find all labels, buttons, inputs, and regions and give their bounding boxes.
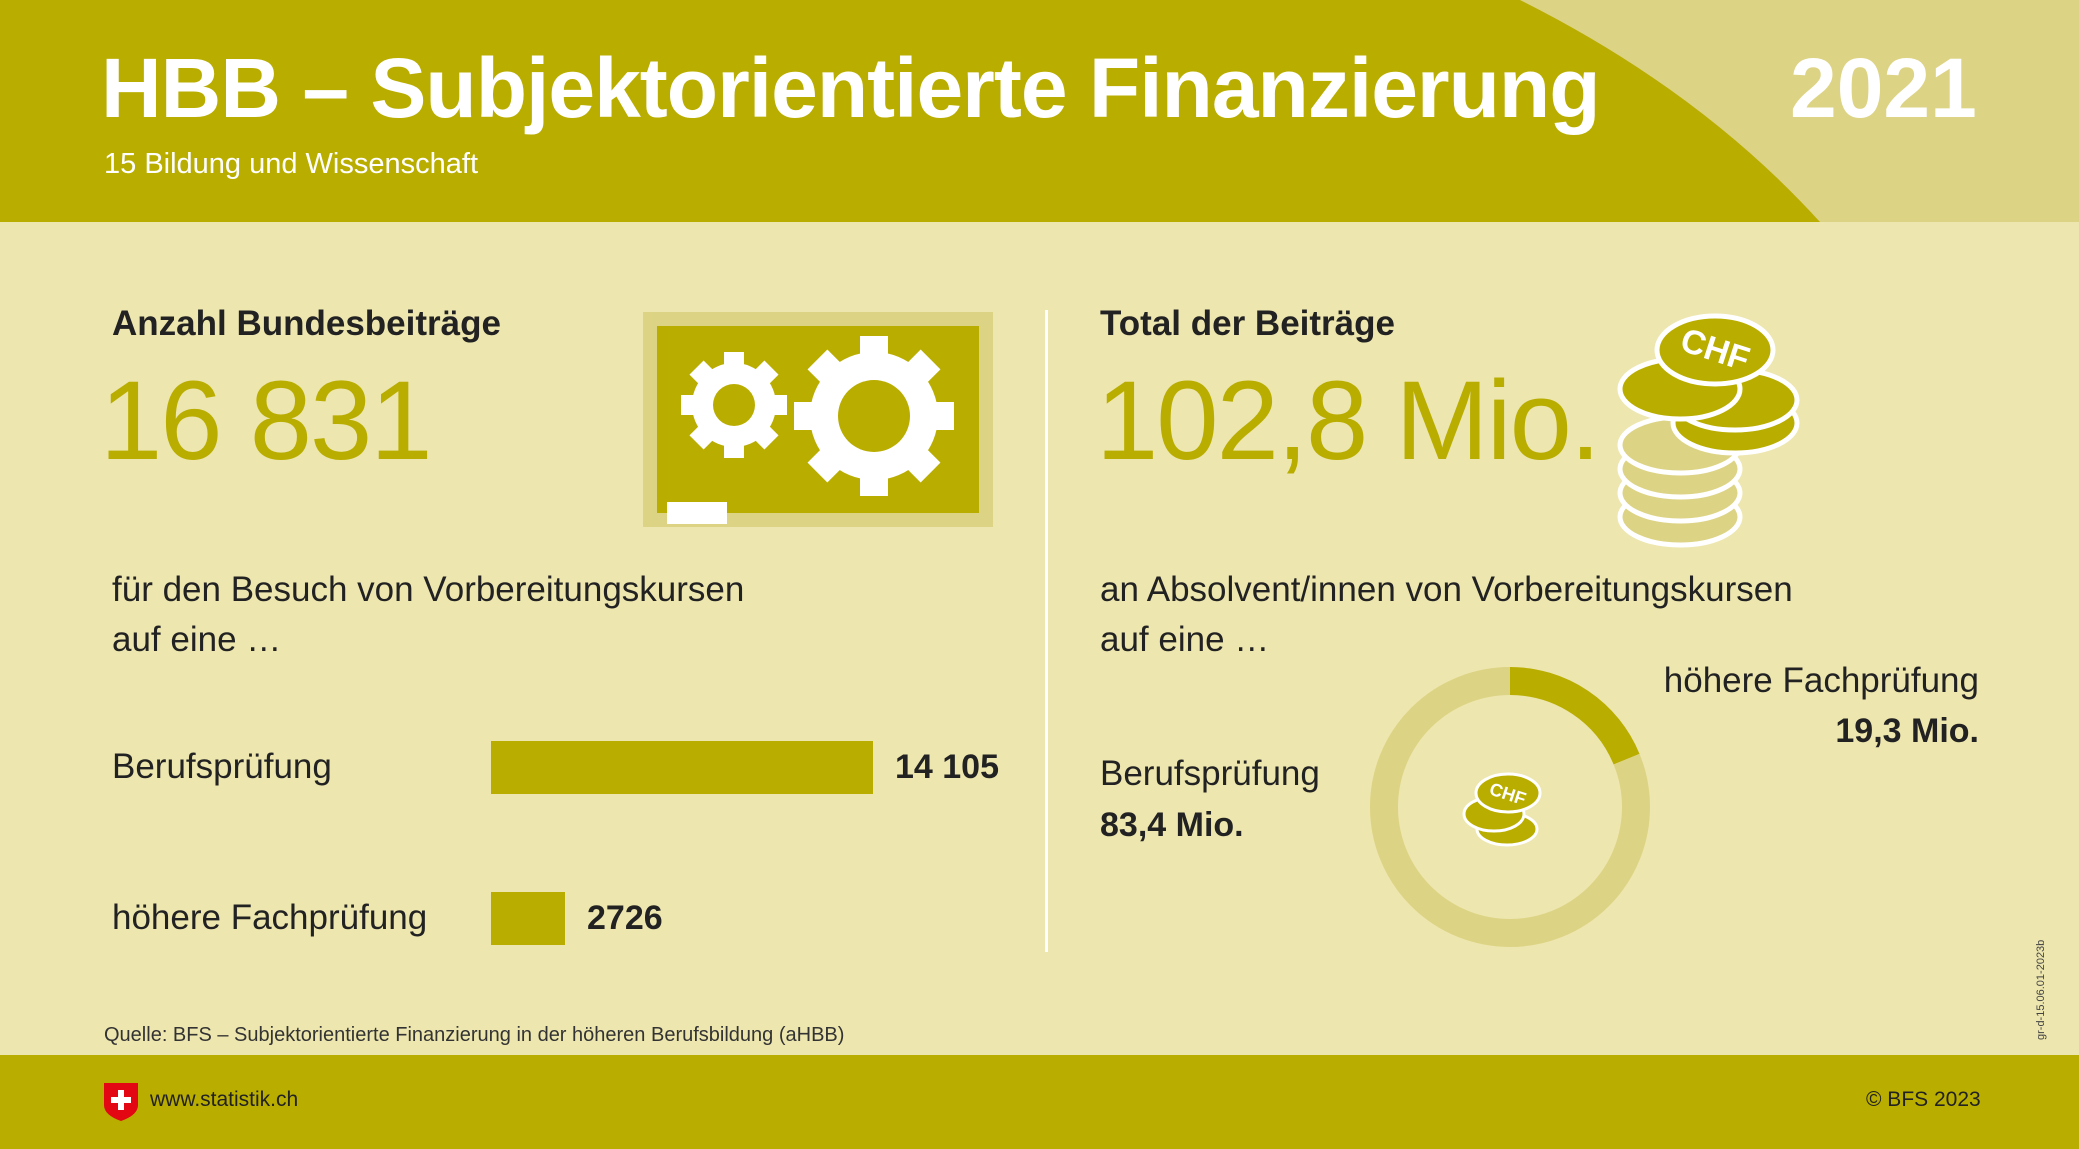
right-description: an Absolvent/innen von Vorbereitungskurs… [1100,565,1793,665]
left-big-number: 16 831 [100,358,433,483]
donut-slices [1370,667,1650,947]
donut-label-berufspruefung: Berufsprüfung [1100,754,1320,793]
copyright: © BFS 2023 [1866,1088,1981,1111]
footer-bar [0,1055,2079,1149]
donut-chart: CHF [1370,667,1650,947]
left-description-line1: für den Besuch von Vorbereitungskursen [112,570,745,609]
bar-berufspruefung [491,741,873,794]
left-label: Anzahl Bundesbeiträge [112,304,501,343]
right-description-line1: an Absolvent/innen von Vorbereitungskurs… [1100,570,1793,609]
gears-icon [643,312,993,527]
left-description-line2: auf eine … [112,620,282,659]
header-banner [0,0,2079,222]
chf-coins-small-icon: CHF [1462,772,1542,847]
page-title: HBB – Subjektorientierte Finanzierung [101,41,1601,135]
bar-value-label: 14 105 [895,748,999,786]
panel-divider [1045,310,1048,952]
page-subtitle: 15 Bildung und Wissenschaft [104,148,478,180]
year-label: 2021 [1790,41,1977,135]
donut-value-berufspruefung: 83,4 Mio. [1100,806,1244,844]
bar-hoehere-fachpruefung [491,892,565,945]
right-label: Total der Beiträge [1100,304,1395,343]
swiss-shield-icon [104,1083,138,1121]
bar-category-label: Berufsprüfung [112,747,332,786]
website-link[interactable]: www.statistik.ch [150,1088,299,1111]
bar-value-label: 2726 [587,899,663,937]
donut-label-hoehere-fachpruefung: höhere Fachprüfung [1663,661,1979,700]
bar-category-label: höhere Fachprüfung [112,898,428,937]
donut-slice-berufspruefung [1370,667,1650,947]
graphic-code: gr-d-15.06.01-2023b [2035,939,2047,1040]
left-description: für den Besuch von Vorbereitungskursen a… [112,565,744,665]
right-big-number: 102,8 Mio. [1096,358,1601,483]
header-background [0,0,2079,222]
source-note: Quelle: BFS – Subjektorientierte Finanzi… [104,1024,845,1046]
donut-value-hoehere-fachpruefung: 19,3 Mio. [1835,712,1979,750]
right-description-line2: auf eine … [1100,620,1270,659]
chf-coins-icon: CHF [1617,313,1800,548]
